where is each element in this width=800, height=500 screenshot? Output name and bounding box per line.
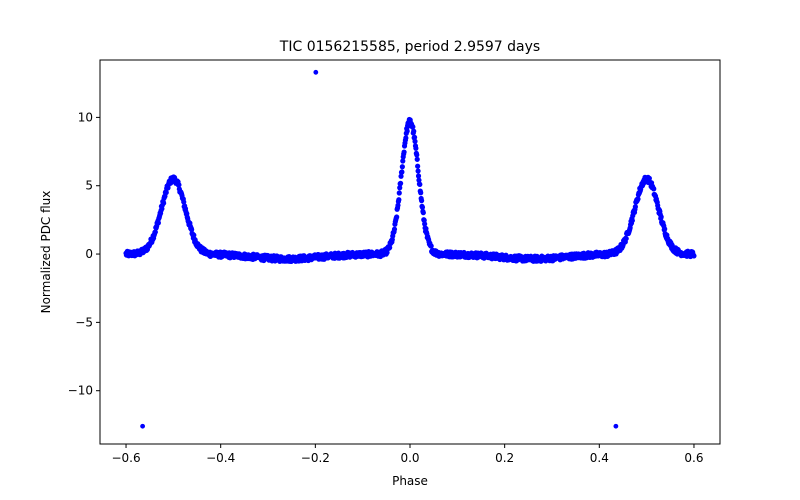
data-point bbox=[181, 199, 187, 205]
x-tick-label: −0.6 bbox=[111, 451, 140, 465]
data-point bbox=[419, 204, 426, 210]
x-tick-label: 0.2 bbox=[495, 451, 514, 465]
x-axis: −0.6 −0.4 −0.2 0.0 0.2 0.4 0.6 bbox=[111, 444, 704, 465]
data-point bbox=[403, 135, 409, 141]
y-tick-label: 10 bbox=[78, 110, 93, 124]
data-point bbox=[415, 163, 421, 169]
data-point bbox=[155, 220, 161, 226]
data-point bbox=[411, 128, 417, 134]
data-point bbox=[415, 173, 422, 179]
data-point bbox=[387, 244, 393, 251]
data-point bbox=[651, 186, 657, 192]
data-point bbox=[646, 175, 652, 181]
data-point bbox=[404, 128, 410, 134]
y-tick-label: 0 bbox=[85, 247, 93, 261]
data-point bbox=[420, 210, 426, 216]
y-tick-label: 5 bbox=[85, 179, 93, 193]
data-point bbox=[395, 202, 401, 208]
x-tick-label: 0.4 bbox=[590, 451, 609, 465]
data-point bbox=[400, 158, 406, 164]
data-point bbox=[191, 232, 197, 238]
data-point bbox=[691, 253, 697, 259]
data-point bbox=[401, 149, 407, 155]
data-point bbox=[658, 214, 664, 220]
y-axis-label: Normalized PDC flux bbox=[39, 191, 53, 314]
data-point bbox=[397, 185, 403, 191]
outlier-points bbox=[140, 69, 619, 429]
data-point bbox=[413, 145, 419, 151]
data-point bbox=[418, 190, 424, 196]
y-axis: −10 −5 0 5 10 bbox=[68, 110, 100, 398]
outlier-point bbox=[140, 423, 146, 429]
data-point bbox=[176, 182, 182, 188]
y-tick-label: −10 bbox=[68, 384, 93, 398]
data-point bbox=[414, 152, 420, 158]
x-tick-label: −0.4 bbox=[206, 451, 235, 465]
data-point bbox=[418, 198, 425, 204]
data-point bbox=[161, 200, 167, 206]
data-point bbox=[398, 173, 404, 179]
data-point bbox=[629, 217, 635, 224]
data-point bbox=[412, 138, 418, 144]
data-points bbox=[123, 116, 697, 265]
data-point bbox=[399, 169, 405, 175]
data-point bbox=[417, 181, 423, 188]
x-tick-label: 0.6 bbox=[684, 451, 703, 465]
outlier-point bbox=[613, 423, 619, 429]
data-point bbox=[189, 227, 195, 233]
data-point bbox=[632, 204, 638, 210]
data-point bbox=[396, 190, 402, 196]
chart-title: TIC 0156215585, period 2.9597 days bbox=[279, 39, 540, 55]
data-point bbox=[414, 156, 420, 162]
y-tick-label: −5 bbox=[75, 315, 93, 329]
data-point bbox=[396, 197, 402, 203]
data-point bbox=[152, 229, 158, 235]
data-point bbox=[391, 226, 398, 232]
data-point bbox=[416, 177, 422, 183]
x-tick-label: −0.2 bbox=[301, 451, 330, 465]
data-point bbox=[410, 124, 416, 130]
data-point bbox=[623, 235, 629, 242]
data-point bbox=[635, 196, 641, 202]
data-point bbox=[398, 180, 404, 186]
x-axis-label: Phase bbox=[392, 474, 428, 488]
data-point bbox=[399, 164, 405, 170]
data-point bbox=[428, 243, 434, 249]
data-point bbox=[422, 221, 428, 227]
data-point bbox=[662, 226, 668, 232]
data-point bbox=[163, 189, 169, 196]
data-point bbox=[411, 134, 418, 140]
outlier-point bbox=[313, 69, 319, 75]
data-point bbox=[415, 168, 421, 174]
data-point bbox=[394, 214, 400, 220]
x-tick-label: 0.0 bbox=[400, 451, 419, 465]
